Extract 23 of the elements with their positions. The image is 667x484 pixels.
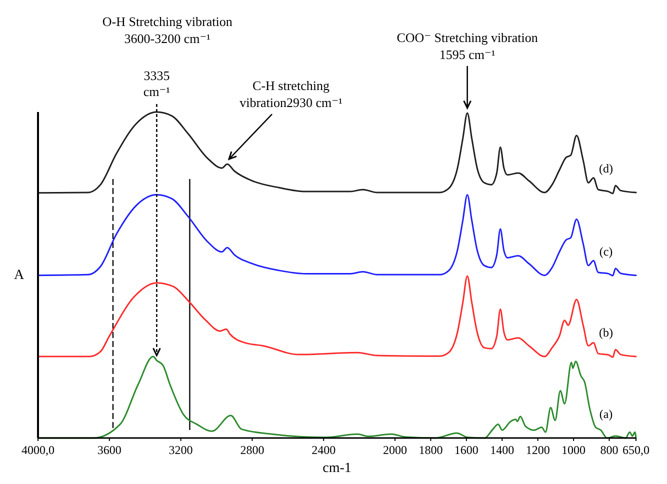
y-axis-title: A [14,268,25,283]
x-tick-label: 2000 [383,443,408,457]
x-tick-label: 650,0 [622,443,650,457]
series-label: (d) [599,162,613,176]
x-tick-label: 4000,0 [22,443,54,457]
x-tick-label: 1400 [490,443,514,457]
x-tick-label: 3200 [168,443,193,457]
series-label: (a) [599,407,613,421]
annotation: COO⁻ Stretching vibration 1595 cm⁻¹ [396,30,538,62]
x-tick-label: 2400 [312,443,336,457]
x-axis-title: cm-1 [322,461,352,476]
annotation: C-H stretching vibration2930 cm⁻¹ [240,78,343,110]
text: O-H Stretching vibration 3600-3200 cm⁻¹ [102,14,233,46]
x-tick-label: 1800 [418,443,443,457]
x-tick-label: 1200 [526,443,550,457]
x-tick-label: 2800 [240,443,264,457]
x-tick-label: 800 [600,443,618,457]
x-tick-label: 1000 [562,443,586,457]
annotation: 3335 cm⁻¹ [143,68,170,99]
series-label: (b) [599,326,613,340]
x-tick-label: 1600 [454,443,478,457]
series-label: (c) [599,244,613,258]
x-tick-label: 3600 [97,443,122,457]
